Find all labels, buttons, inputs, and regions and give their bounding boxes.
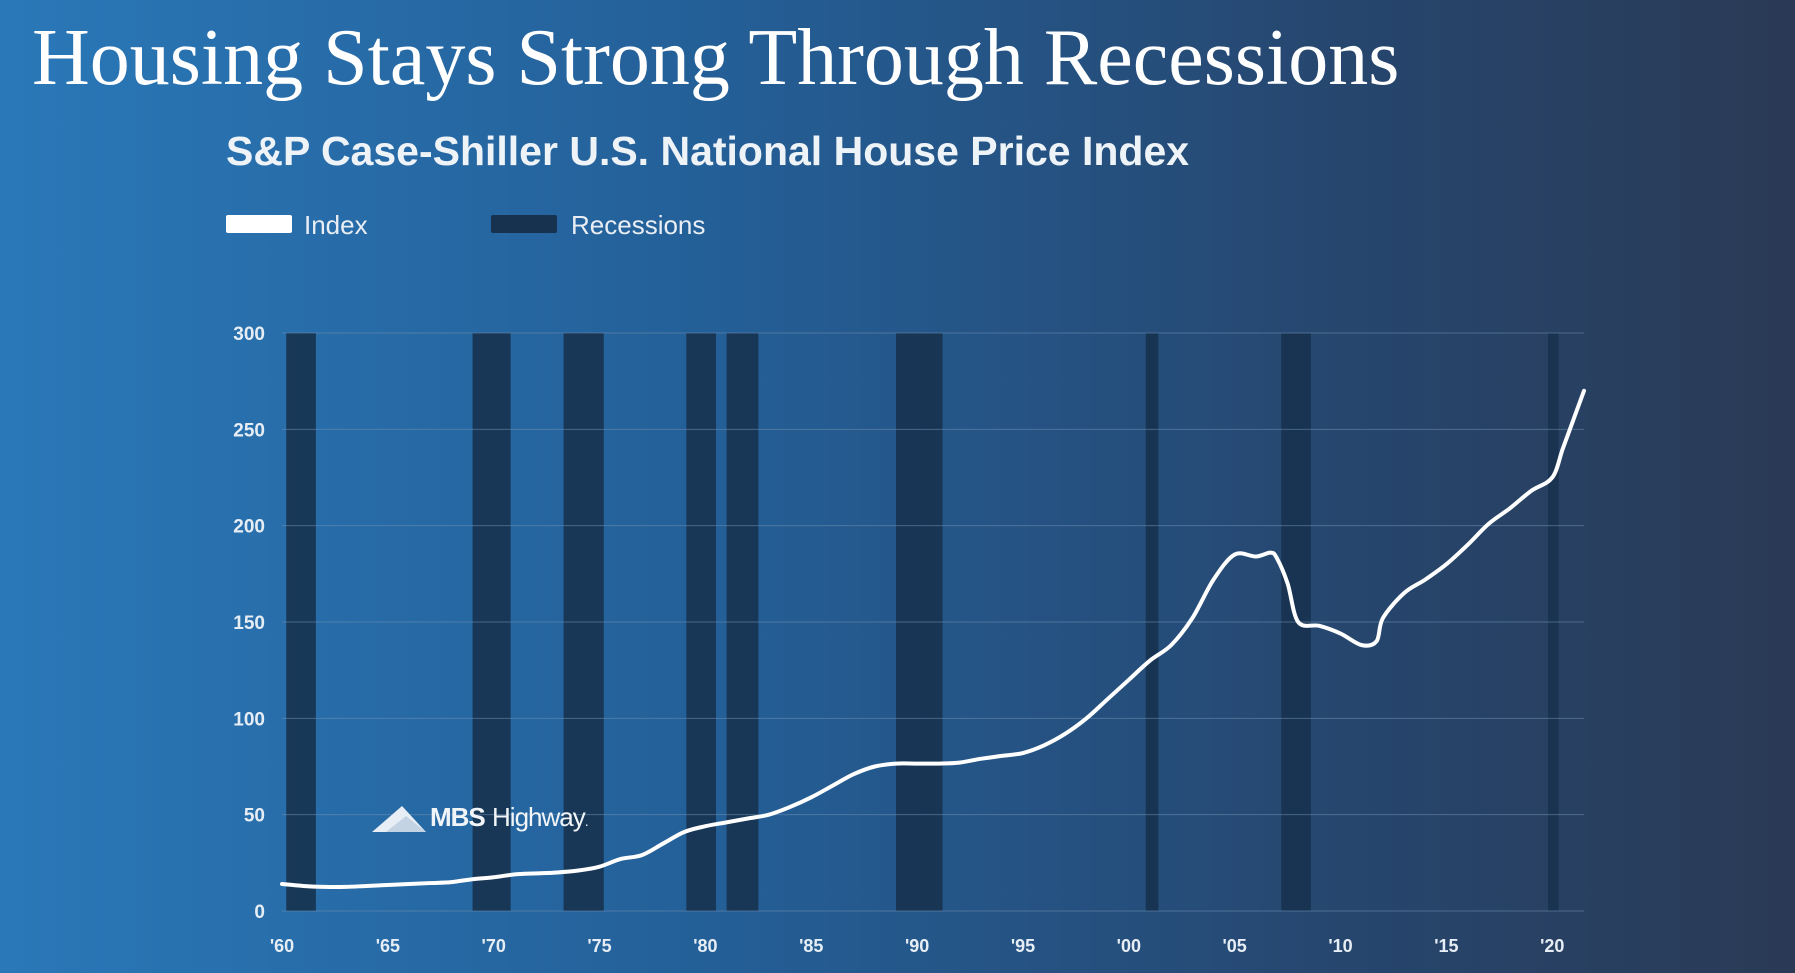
- x-tick-label: '90: [905, 936, 929, 956]
- x-tick-label: '95: [1011, 936, 1035, 956]
- y-tick-label: 250: [233, 420, 265, 441]
- legend-swatch-index: [226, 215, 292, 233]
- grid-lines: [282, 332, 1584, 912]
- slide-headline: Housing Stays Strong Through Recessions: [32, 14, 1400, 102]
- legend-label-recessions: Recessions: [571, 210, 706, 240]
- y-tick-label: 50: [244, 806, 265, 827]
- legend-swatch-recessions: [491, 215, 557, 233]
- y-tick-label: 200: [233, 517, 265, 538]
- watermark-text-mark: .: [584, 813, 589, 829]
- watermark-text-light: Highway: [492, 802, 586, 832]
- x-tick-label: '20: [1540, 936, 1564, 956]
- x-tick-label: '70: [482, 936, 506, 956]
- watermark-text-bold: MBS: [430, 802, 486, 832]
- x-tick-label: '60: [270, 936, 294, 956]
- y-tick-label: 150: [233, 613, 265, 634]
- y-tick-label: 300: [233, 324, 265, 345]
- x-tick-label: '65: [376, 936, 400, 956]
- y-axis: 0 50 100 150 200 250 300: [233, 324, 265, 923]
- index-line-layer: [280, 388, 1586, 890]
- x-tick-label: '10: [1328, 936, 1352, 956]
- watermark-text: MBS Highway.: [430, 802, 589, 833]
- x-axis: '60 '65 '70 '75 '80 '85 '90 '95 '00 '05 '10 '15 '20: [270, 936, 1565, 956]
- x-tick-label: '00: [1117, 936, 1141, 956]
- y-tick-label: 100: [233, 709, 265, 730]
- y-tick-label: 0: [254, 902, 265, 923]
- legend-label-index: Index: [304, 210, 368, 240]
- mountain-logo-icon: [372, 806, 426, 832]
- chart-title: S&P Case-Shiller U.S. National House Pri…: [226, 128, 1190, 174]
- x-tick-label: '85: [799, 936, 823, 956]
- x-tick-label: '15: [1434, 936, 1458, 956]
- x-tick-label: '80: [693, 936, 717, 956]
- index-line: [280, 388, 1586, 890]
- x-tick-label: '05: [1223, 936, 1247, 956]
- x-tick-label: '75: [587, 936, 611, 956]
